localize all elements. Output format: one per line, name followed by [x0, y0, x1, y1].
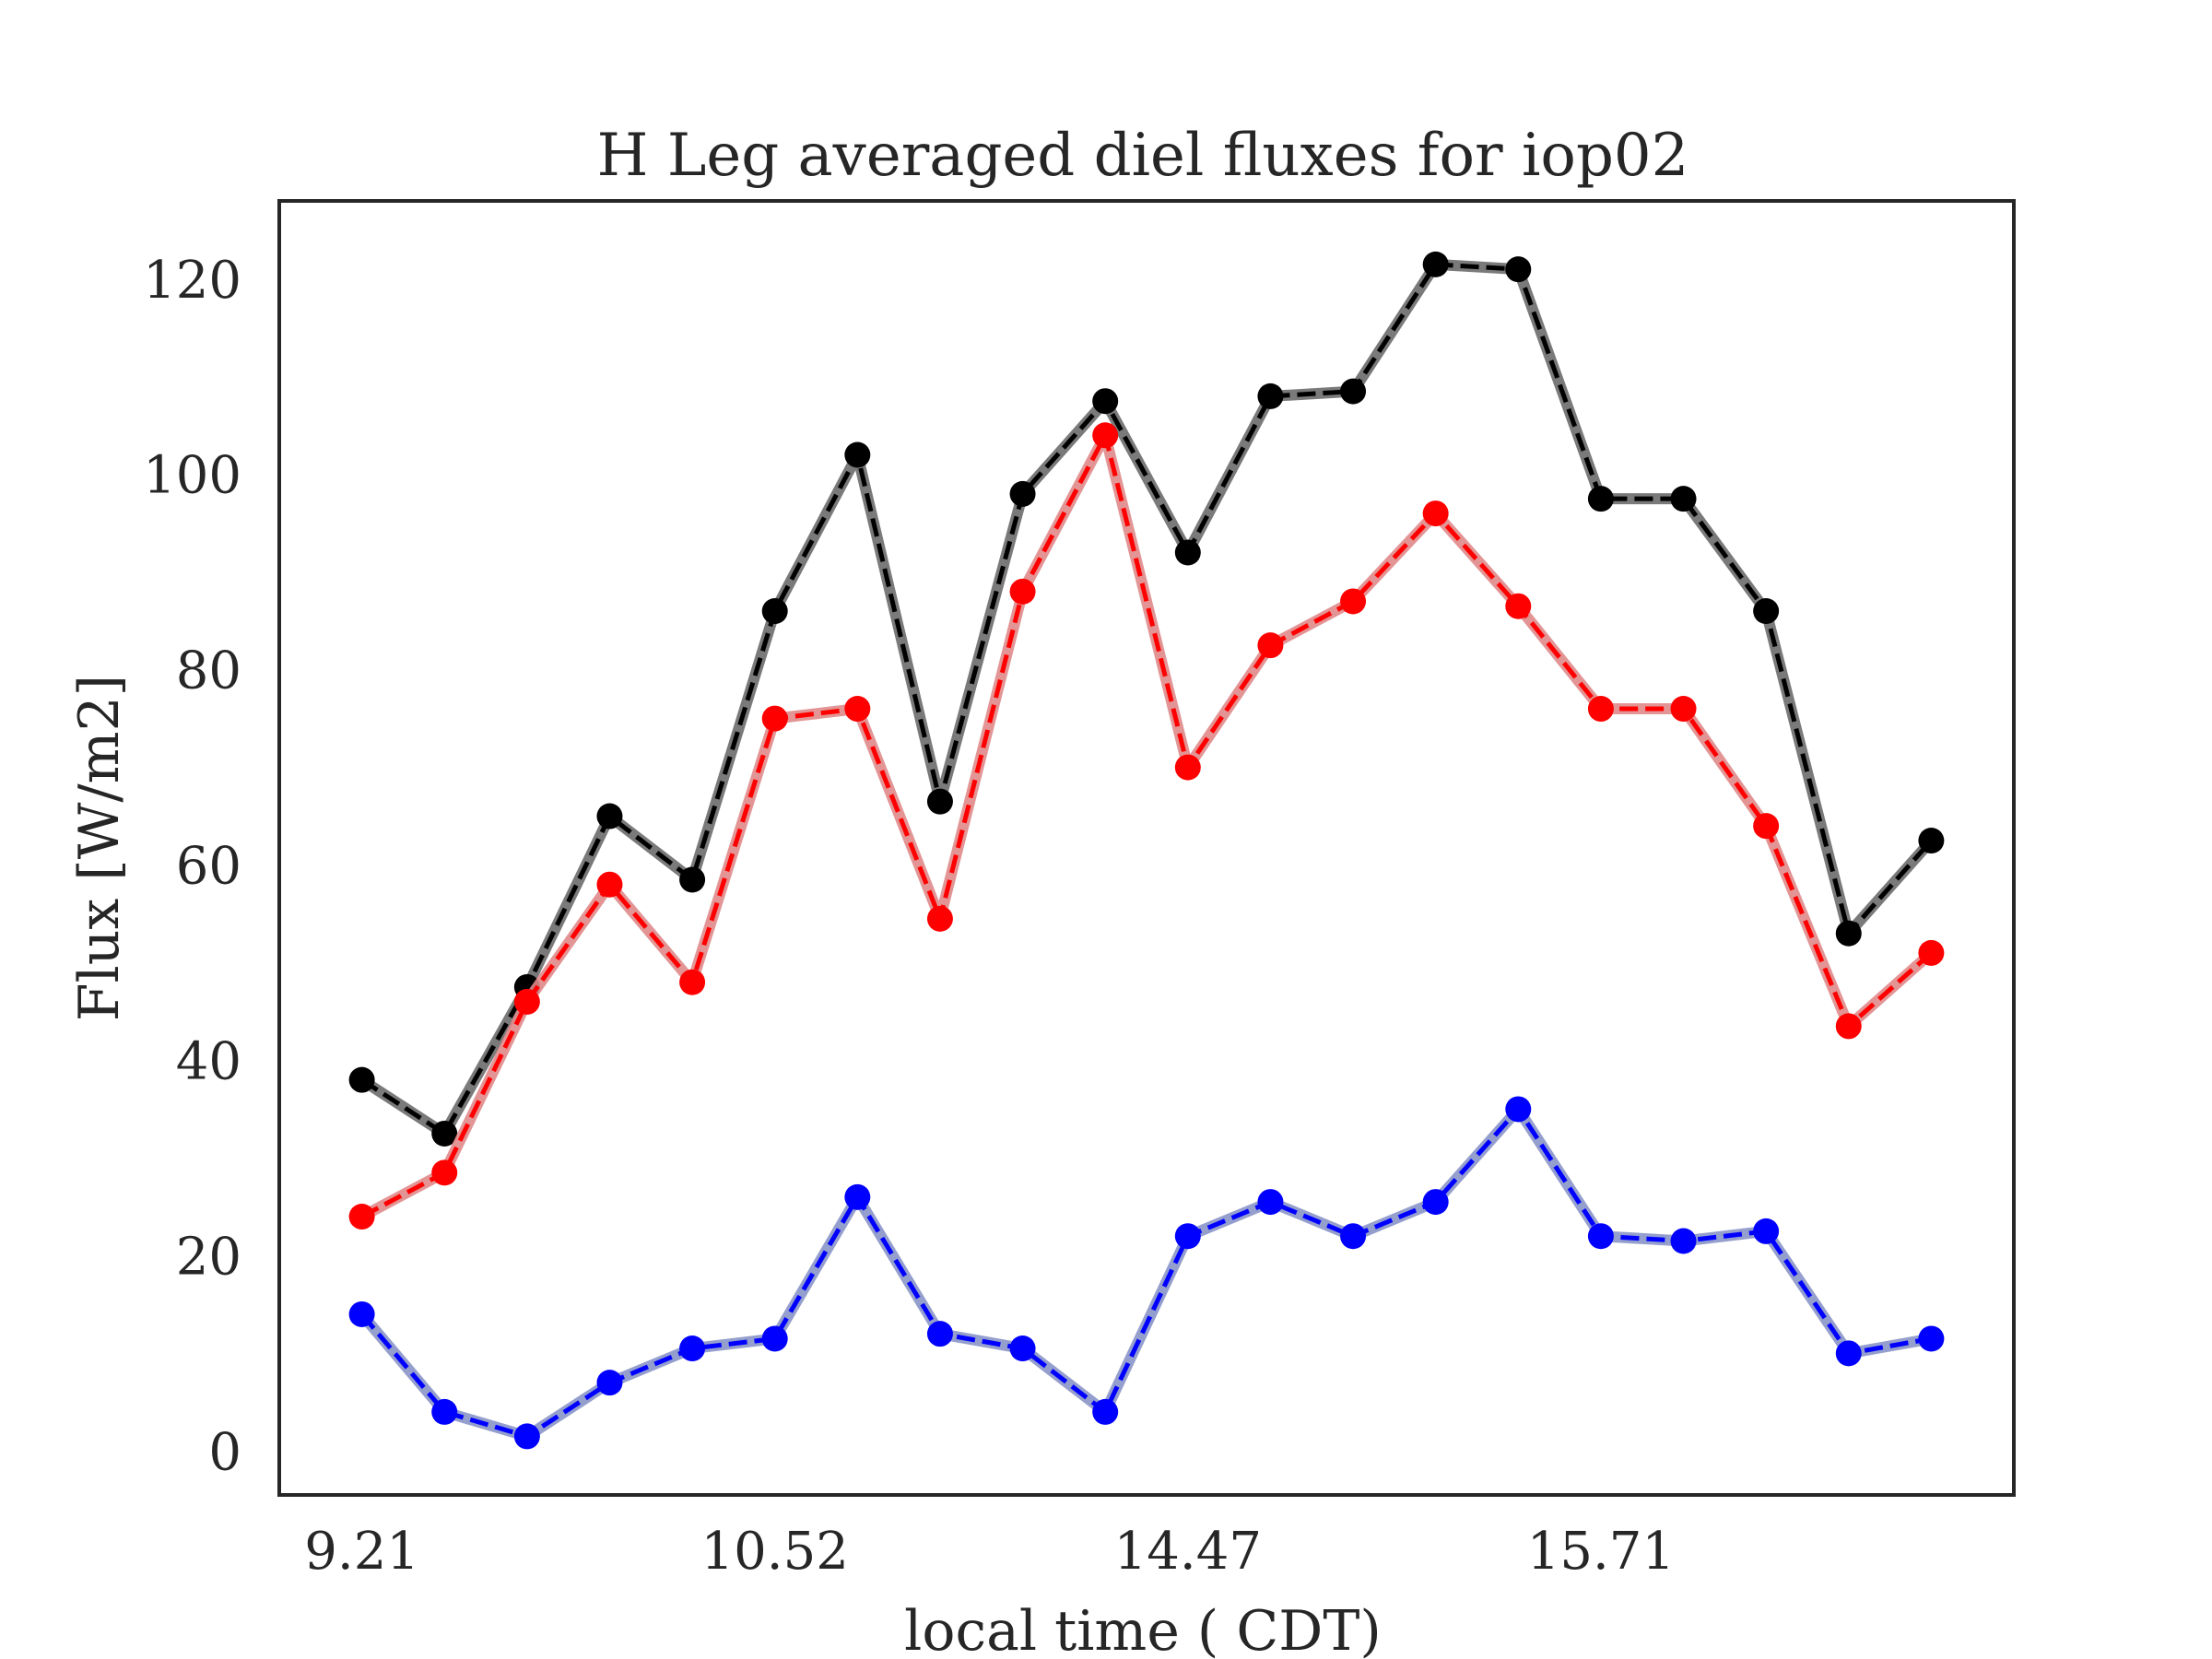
series-blue-point [1257, 1189, 1284, 1216]
series-blue-point [431, 1398, 458, 1425]
series-red [348, 422, 1945, 1230]
series-blue-point [1340, 1223, 1367, 1250]
series-red-point [1753, 813, 1780, 840]
series-blue-point [1009, 1335, 1036, 1362]
series-red-line [360, 432, 1934, 1219]
y-axis-label: Flux [W/m2] [67, 675, 132, 1021]
chart-title: H Leg averaged diel fluxes for iop02 [597, 122, 1689, 190]
series-total-point [1422, 251, 1449, 277]
series-blue-point [1174, 1223, 1201, 1250]
series-blue-point [1918, 1325, 1945, 1352]
series-red-point [926, 905, 953, 932]
series-red-point [1257, 632, 1284, 659]
series-red-point [431, 1159, 458, 1186]
series-red-point [1174, 754, 1201, 781]
series-blue-point [761, 1325, 788, 1352]
series-blue-point [1670, 1228, 1697, 1254]
series-total-point [1587, 486, 1614, 512]
series-blue-point [926, 1321, 953, 1347]
series-total-point [1835, 920, 1862, 947]
series-blue-line [359, 1106, 1932, 1439]
y-tick-label: 0 [208, 1422, 241, 1482]
series-total-point [1340, 378, 1367, 405]
series-red-point [1340, 588, 1367, 615]
series-total-point [1009, 480, 1036, 507]
series-total-point [431, 1120, 458, 1147]
series-total-point [1753, 598, 1780, 625]
series-blue-point [1835, 1340, 1862, 1367]
series-red-point [596, 871, 623, 898]
series-red-point [513, 988, 540, 1015]
x-axis-ticks: 9.21 10.52 14.47 15.71 [304, 1522, 1675, 1582]
series-red-point [1422, 500, 1449, 527]
series-blue-point [679, 1335, 706, 1362]
y-tick-label: 60 [176, 837, 241, 897]
series-red-point [1505, 593, 1532, 619]
series-total-point [1174, 539, 1201, 566]
series-total [348, 251, 1945, 1147]
series-total-point [1918, 828, 1945, 854]
series-blue-point [1505, 1096, 1532, 1123]
series-total-point [348, 1066, 375, 1093]
plot-area [277, 199, 2016, 1497]
series-blue-point [513, 1423, 540, 1450]
y-tick-label: 100 [143, 446, 241, 506]
y-tick-label: 120 [143, 251, 241, 311]
series-red-point [1092, 422, 1119, 449]
x-tick-label: 10.52 [701, 1522, 849, 1582]
y-axis-ticks: 0 20 40 60 80 100 120 [143, 251, 241, 1483]
series-total-point [844, 441, 871, 468]
axes-frame [277, 199, 2016, 1497]
series-total-point [1257, 382, 1284, 409]
series-red-point [348, 1204, 375, 1230]
y-tick-label: 80 [176, 641, 241, 701]
series-blue [348, 1096, 1945, 1450]
series-red-point [1587, 696, 1614, 723]
series-red-point [1670, 696, 1697, 723]
series-total-point [761, 598, 788, 625]
series-blue-point [1422, 1189, 1449, 1216]
series-blue-point [348, 1300, 375, 1327]
series-total-point [1505, 256, 1532, 283]
series-blue-point [844, 1183, 871, 1210]
series-red-point [761, 705, 788, 732]
series-red-point [1009, 578, 1036, 605]
series-red-point [844, 696, 871, 723]
series-blue-point [1587, 1223, 1614, 1250]
x-tick-label: 9.21 [304, 1522, 419, 1582]
series-red-point [1835, 1013, 1862, 1040]
series-blue-point [596, 1370, 623, 1396]
series-total-line [360, 262, 1934, 1136]
y-tick-label: 20 [176, 1227, 241, 1287]
series-red-point [1918, 939, 1945, 966]
x-tick-label: 15.71 [1527, 1522, 1675, 1582]
series-total-point [596, 803, 623, 830]
series-total-point [1092, 388, 1119, 415]
y-tick-label: 40 [176, 1031, 241, 1091]
series-blue-point [1753, 1218, 1780, 1244]
x-tick-label: 14.47 [1114, 1522, 1262, 1582]
series-red-point [679, 969, 706, 995]
series-total-point [926, 788, 953, 815]
series-total-point [679, 866, 706, 893]
series-total-point [1670, 486, 1697, 512]
x-axis-label: local time ( CDT) [904, 1599, 1382, 1659]
series-blue-point [1092, 1398, 1119, 1425]
series-layer [348, 251, 1945, 1450]
